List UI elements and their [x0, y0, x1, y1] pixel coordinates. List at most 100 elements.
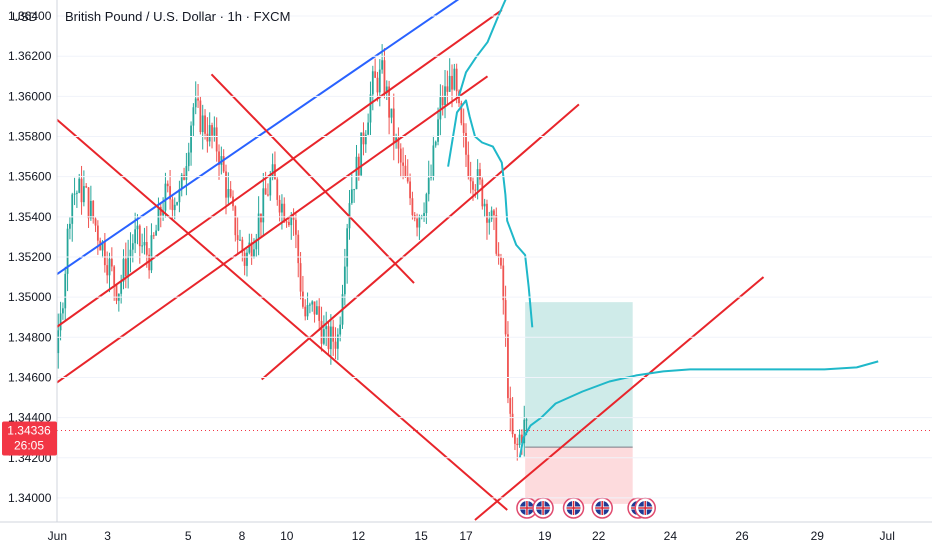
candle-body	[507, 334, 509, 399]
candle-body	[318, 306, 321, 321]
candle-body	[57, 330, 60, 354]
candle-body	[155, 230, 158, 236]
gb-flag-icon[interactable]	[591, 497, 613, 519]
candle	[155, 224, 158, 236]
candle-body	[208, 125, 211, 142]
candle-body	[418, 216, 421, 228]
candle	[211, 122, 213, 149]
candle-body	[69, 223, 71, 229]
y-tick-label: 1.34000	[8, 491, 52, 505]
candle	[469, 161, 472, 194]
candle-body	[141, 245, 144, 247]
candle	[94, 217, 97, 232]
candle	[446, 70, 449, 105]
candle-body	[299, 263, 302, 292]
candle	[367, 113, 370, 136]
candle-body	[467, 154, 470, 177]
candle-body	[124, 258, 127, 277]
candle	[190, 121, 192, 166]
candle	[66, 223, 69, 292]
candle-body	[162, 210, 164, 216]
candle-body	[350, 189, 353, 204]
gb-flag-icon[interactable]	[562, 497, 585, 519]
candle	[141, 233, 144, 254]
candle-body	[362, 132, 365, 145]
candle	[229, 181, 232, 199]
candle	[493, 208, 495, 231]
candle-body	[406, 177, 409, 182]
candle-body	[115, 284, 118, 301]
candle-body	[110, 258, 113, 267]
candle-body	[465, 132, 467, 155]
position-tool[interactable]	[525, 302, 633, 504]
candle	[73, 177, 76, 206]
candle	[148, 248, 151, 279]
candle-body	[264, 188, 267, 195]
candle	[516, 437, 519, 461]
candle	[518, 429, 521, 448]
candle-body	[218, 151, 220, 165]
candle-body	[271, 164, 274, 178]
candle-body	[411, 198, 414, 216]
candle	[409, 173, 411, 206]
candle-body	[180, 174, 183, 189]
candle	[267, 183, 269, 197]
candle	[57, 313, 60, 369]
candle	[201, 104, 204, 150]
candle-body	[453, 68, 456, 90]
candle	[213, 116, 216, 142]
candle-body	[404, 165, 407, 178]
candle-body	[253, 249, 255, 257]
projection	[447, 0, 879, 458]
y-tick-label: 1.36200	[8, 49, 52, 63]
candle-body	[369, 94, 372, 123]
candle	[120, 274, 123, 304]
candle-body	[192, 107, 195, 126]
candle-body	[511, 413, 514, 435]
gb-flag-icon[interactable]	[532, 497, 554, 519]
candle-body	[148, 254, 151, 271]
candle	[437, 107, 439, 146]
candle-body	[360, 132, 363, 176]
trend-lines[interactable]	[0, 0, 765, 521]
candle	[325, 311, 328, 346]
candle	[523, 405, 526, 457]
candle-body	[234, 206, 237, 236]
candle-body	[85, 186, 88, 188]
candle	[385, 80, 388, 101]
candle	[262, 172, 265, 236]
event-markers[interactable]	[516, 497, 656, 519]
chart-title: British Pound / U.S. Dollar · 1h · FXCM	[65, 9, 290, 24]
candle-body	[516, 443, 519, 446]
candle-body	[329, 326, 332, 350]
candle-body	[479, 169, 481, 180]
candle	[423, 202, 425, 222]
candle	[343, 248, 346, 306]
candle	[318, 298, 321, 331]
candle	[353, 188, 356, 203]
gb-flag-icon[interactable]	[634, 497, 656, 519]
candle-body	[66, 228, 69, 274]
candle	[59, 301, 62, 341]
candle	[490, 206, 493, 222]
candle-body	[122, 258, 125, 282]
candle-body	[281, 203, 283, 213]
candle	[481, 177, 484, 210]
candle	[124, 242, 127, 289]
candle	[292, 208, 295, 236]
candle-body	[353, 189, 356, 191]
candle	[276, 177, 279, 206]
candle	[381, 44, 384, 74]
candle-body	[472, 181, 474, 190]
candle-body	[383, 60, 386, 94]
x-tick-label: 8	[239, 529, 246, 543]
candle-body	[138, 225, 141, 247]
candle	[138, 224, 141, 264]
candle	[313, 301, 316, 323]
candle	[474, 184, 477, 198]
candle	[406, 159, 409, 184]
candle	[362, 122, 365, 156]
trend-line-3	[35, 75, 489, 399]
candle-body	[75, 192, 78, 194]
